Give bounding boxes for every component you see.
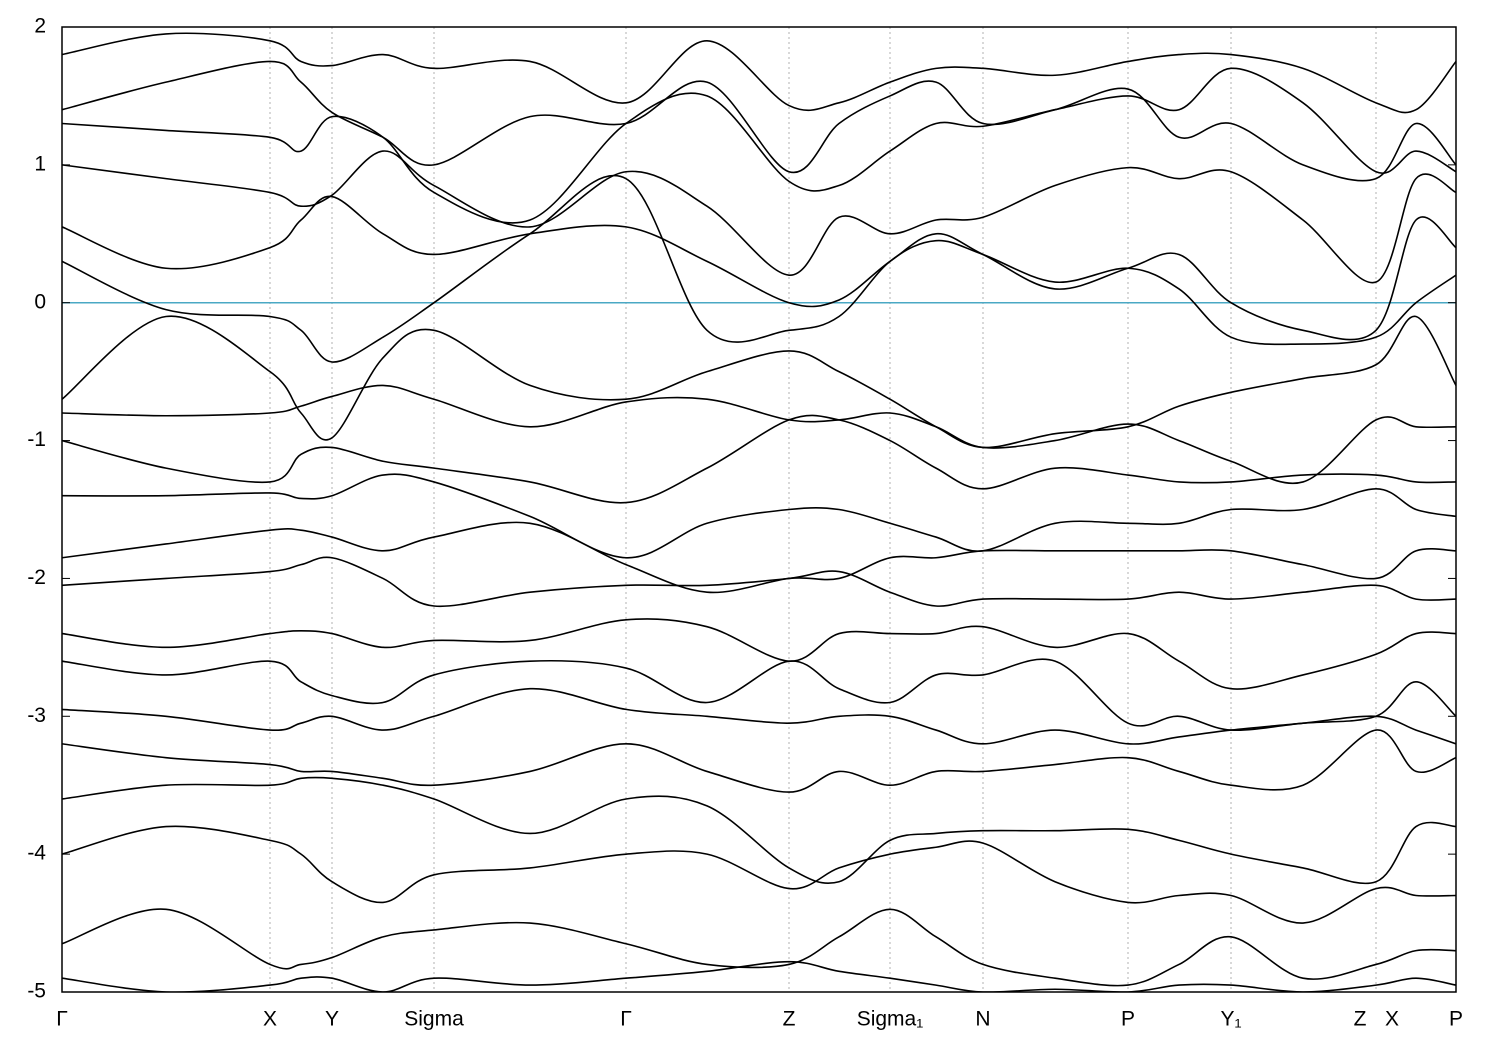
- band-line: [62, 67, 1456, 224]
- x-tick-label: Z: [783, 1008, 796, 1031]
- x-tick-label: Γ: [56, 1008, 68, 1031]
- y-tick-label: 2: [34, 15, 46, 38]
- x-tick-label: N: [975, 1008, 990, 1031]
- x-tick-label: Sigma: [404, 1008, 464, 1031]
- band-line: [62, 150, 1456, 284]
- band-line: [62, 556, 1456, 608]
- x-tick-label: X: [1385, 1008, 1399, 1031]
- y-tick-label: 0: [34, 290, 46, 313]
- band-line: [62, 384, 1456, 485]
- x-tick-label: Γ: [620, 1008, 632, 1031]
- band-line: [62, 32, 1456, 114]
- band-line: [62, 414, 1456, 504]
- y-tick-label: -5: [27, 980, 46, 1003]
- band-line: [62, 174, 1456, 363]
- band-line: [62, 618, 1456, 690]
- y-tick-label: -2: [27, 566, 46, 589]
- x-tick-label: Y₁: [1220, 1008, 1241, 1031]
- band-line: [62, 473, 1456, 559]
- band-line: [62, 521, 1456, 594]
- band-line: [62, 729, 1456, 793]
- band-line: [62, 315, 1456, 449]
- x-tick-label: Sigma₁: [857, 1008, 924, 1031]
- x-tick-label: X: [263, 1008, 277, 1031]
- band-line: [62, 960, 1456, 992]
- band-line: [62, 195, 1456, 341]
- band-line: [62, 687, 1456, 745]
- x-tick-label: P: [1121, 1008, 1135, 1031]
- y-tick-label: -1: [27, 428, 46, 451]
- y-tick-label: -3: [27, 704, 46, 727]
- x-tick-label: Z: [1354, 1008, 1367, 1031]
- band-line: [62, 776, 1456, 885]
- bands-layer: [62, 32, 1456, 992]
- x-tick-label: Y: [325, 1008, 339, 1031]
- band-line: [62, 825, 1456, 924]
- x-tick-label: P: [1449, 1008, 1463, 1031]
- band-line: [62, 60, 1456, 182]
- y-tick-label: -4: [27, 842, 46, 865]
- grid-layer: [62, 27, 1456, 992]
- y-tick-label: 1: [34, 152, 46, 175]
- plot-frame: [61, 26, 1457, 993]
- band-line: [62, 908, 1456, 987]
